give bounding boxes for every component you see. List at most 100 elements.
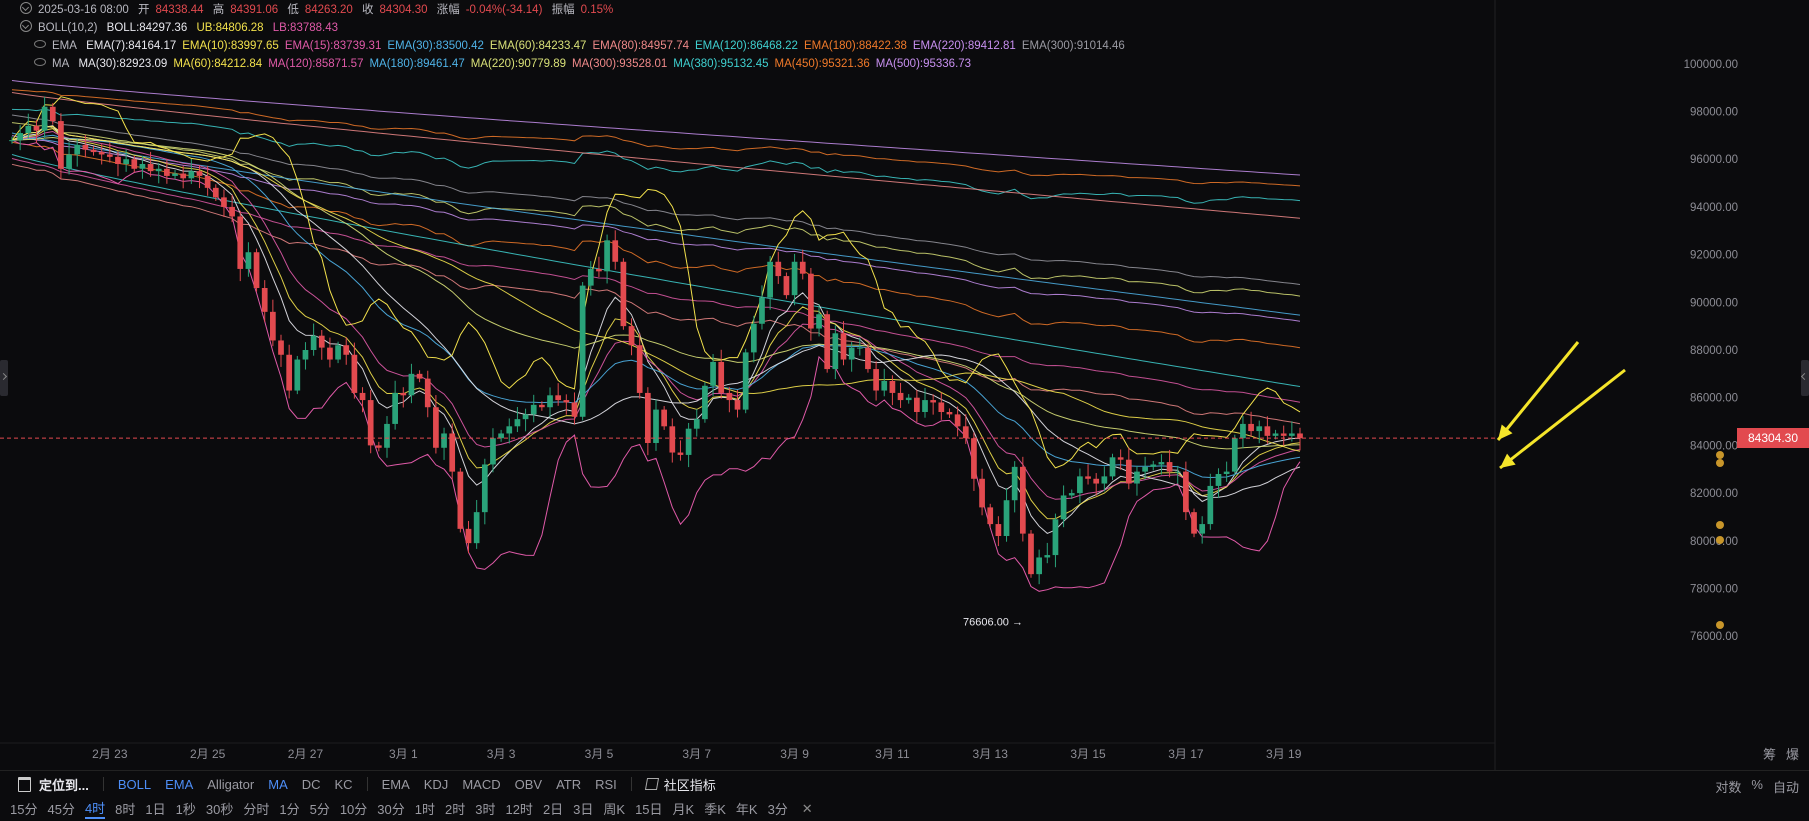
candle-body: [702, 385, 708, 420]
candle-body: [416, 373, 423, 379]
timeframe-19[interactable]: 15日: [635, 802, 663, 817]
indicator-dc[interactable]: DC: [301, 776, 321, 792]
axis-marker-dot: [1716, 459, 1724, 467]
timeframe-7[interactable]: 分时: [243, 802, 270, 817]
candle-body: [212, 187, 219, 198]
timeframe-17[interactable]: 3日: [573, 802, 594, 817]
timeframe-8[interactable]: 1分: [279, 802, 300, 817]
collapse-right-handle[interactable]: [1801, 360, 1809, 396]
candle-body: [1052, 519, 1059, 556]
candle-body: [1264, 426, 1271, 436]
timeframe-9[interactable]: 5分: [309, 802, 330, 817]
candle-body: [718, 361, 725, 393]
timeframe-6[interactable]: 30秒: [205, 802, 234, 817]
timeframe-18[interactable]: 周K: [603, 802, 626, 817]
timeframe-4[interactable]: 1日: [145, 802, 166, 817]
y-tick-label: 90000.00: [1690, 297, 1738, 309]
timeframe-15[interactable]: 12时: [505, 802, 533, 817]
y-tick-label: 88000.00: [1690, 345, 1738, 357]
candle-body: [1231, 438, 1238, 472]
candle-body: [1101, 476, 1108, 484]
indicator-ma[interactable]: MA: [268, 776, 288, 792]
candle-body: [840, 333, 847, 360]
timeframe-5[interactable]: 1秒: [175, 802, 196, 817]
ema-value-2: EMA(15):83739.31: [284, 40, 382, 52]
candle-body: [612, 240, 619, 262]
timeframe-12[interactable]: 1时: [414, 802, 435, 817]
candle-body: [791, 261, 798, 296]
close-icon[interactable]: ✕: [801, 800, 813, 816]
high-label: 高: [212, 4, 225, 16]
community-indicators-button[interactable]: 社区指标: [644, 775, 716, 794]
chevron-down-icon[interactable]: [20, 2, 32, 14]
sub-indicator-obv[interactable]: OBV: [514, 776, 543, 792]
timeframe-0[interactable]: 15分: [10, 802, 38, 817]
timeframe-1[interactable]: 45分: [47, 802, 75, 817]
ma-value-3: MA(180):89461.47: [369, 58, 465, 70]
ema-legend[interactable]: EMA EMA(7):84164.17 EMA(10):83997.65 EMA(1…: [34, 37, 1131, 55]
eye-icon[interactable]: [34, 58, 46, 66]
sub-indicator-atr[interactable]: ATR: [556, 776, 582, 792]
sub-indicator-macd[interactable]: MACD: [462, 776, 501, 792]
indicator-kc[interactable]: KC: [334, 776, 353, 792]
timeframe-11[interactable]: 30分: [377, 802, 405, 817]
candle-body: [98, 152, 105, 155]
y-tick-label: 92000.00: [1690, 250, 1738, 262]
candle-body: [1150, 464, 1157, 467]
candle-body: [734, 400, 741, 410]
candle-body: [514, 419, 521, 427]
timeframe-13[interactable]: 2时: [445, 802, 466, 817]
timeframe-16[interactable]: 2日: [542, 802, 564, 817]
liquidation-button[interactable]: 爆: [1785, 747, 1799, 762]
candle-body: [139, 164, 146, 169]
y-tick-label: 84000.00: [1690, 440, 1738, 452]
timeframe-23[interactable]: 3分: [767, 802, 788, 817]
candle-body: [384, 423, 390, 448]
candle-body: [1019, 466, 1026, 534]
indicator-ema[interactable]: EMA: [165, 776, 194, 792]
indicator-boll[interactable]: BOLL: [117, 776, 152, 792]
timeframe-14[interactable]: 3时: [475, 802, 496, 817]
timeframe-20[interactable]: 月K: [672, 802, 695, 817]
locate-button[interactable]: 定位到...: [18, 775, 89, 794]
ma-legend[interactable]: MA MA(30):82923.09 MA(60):84212.84 MA(120)…: [34, 55, 977, 73]
candle-body: [1207, 485, 1214, 525]
eye-icon[interactable]: [34, 40, 46, 48]
timeframe-2[interactable]: 4时: [84, 798, 106, 819]
candle-body: [58, 121, 64, 169]
timeframe-22[interactable]: 年K: [735, 802, 758, 817]
y-tick-label: 96000.00: [1690, 154, 1738, 166]
timeframe-21[interactable]: 季K: [704, 802, 726, 817]
sub-indicator-kdj[interactable]: KDJ: [423, 776, 449, 792]
candle-body: [310, 335, 317, 350]
chevron-down-icon[interactable]: [20, 20, 32, 32]
collapse-left-handle[interactable]: [0, 360, 8, 396]
long-ma-line: [11, 158, 1301, 403]
percent-scale-button[interactable]: %: [1751, 777, 1763, 792]
sub-indicator-ema[interactable]: EMA: [381, 776, 410, 792]
x-tick-label: 3月 17: [1168, 747, 1204, 761]
candle-body: [1060, 495, 1067, 520]
candle-body: [408, 373, 415, 396]
x-tick-label: 3月 15: [1070, 747, 1106, 761]
timeframe-10[interactable]: 10分: [339, 802, 368, 817]
candle-body: [1191, 512, 1197, 534]
candle-body: [750, 323, 757, 353]
log-scale-button[interactable]: 对数: [1715, 780, 1742, 795]
chart-area[interactable]: 100000.00 98000.00 96000.00 94000.00 92000.0…: [0, 0, 1809, 770]
boll-legend[interactable]: BOLL(10,2) BOLL:84297.36 UB:84806.28 LB:…: [20, 19, 344, 37]
indicator-alligator[interactable]: Alligator: [207, 776, 255, 792]
candle-body: [571, 402, 578, 417]
chip-distribution-button[interactable]: 筹: [1762, 747, 1776, 762]
candle-body: [286, 354, 293, 391]
candle-body: [1199, 524, 1206, 534]
sub-indicator-rsi[interactable]: RSI: [595, 776, 617, 792]
timeframe-3[interactable]: 8时: [115, 802, 136, 817]
price-chart[interactable]: 100000.00 98000.00 96000.00 94000.00 92000.0…: [0, 0, 1809, 770]
candle-body: [245, 252, 252, 269]
candle-body: [848, 347, 855, 360]
auto-scale-button[interactable]: 自动: [1772, 780, 1799, 795]
y-tick-label: 82000.00: [1690, 488, 1738, 500]
low-price-marker: 76606.00 →: [963, 617, 1023, 629]
ma-value-7: MA(450):95321.36: [774, 58, 870, 70]
